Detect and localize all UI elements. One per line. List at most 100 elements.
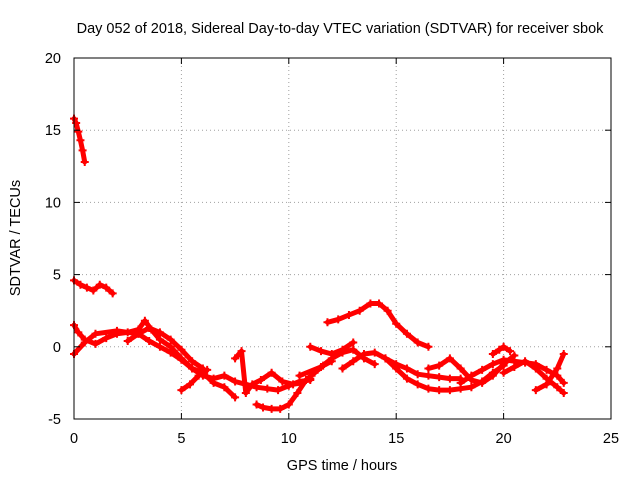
y-axis-label: SDTVAR / TECUs xyxy=(8,180,24,296)
data-point xyxy=(317,347,326,356)
series-track-7 xyxy=(231,347,315,398)
data-point xyxy=(185,380,194,389)
data-point xyxy=(355,306,364,315)
data-point xyxy=(531,364,540,373)
data-point xyxy=(177,355,186,364)
data-point xyxy=(123,337,132,346)
data-point xyxy=(306,342,315,351)
data-point xyxy=(95,280,104,289)
data-point xyxy=(220,383,229,392)
data-point xyxy=(424,364,433,373)
series-track-10 xyxy=(306,338,358,359)
x-tick-label: 20 xyxy=(496,431,512,447)
data-point xyxy=(413,370,422,379)
data-point xyxy=(231,354,240,363)
x-axis-label: GPS time / hours xyxy=(287,458,397,474)
data-point xyxy=(263,384,272,393)
data-point xyxy=(467,383,476,392)
data-point xyxy=(435,361,444,370)
data-point xyxy=(478,378,487,387)
data-point xyxy=(203,365,212,374)
data-point xyxy=(76,136,85,145)
series-trace xyxy=(178,367,210,393)
data-point xyxy=(495,345,504,354)
data-point xyxy=(424,342,433,351)
data-point xyxy=(553,364,562,373)
data-point xyxy=(445,386,454,395)
data-point xyxy=(76,280,85,289)
data-point xyxy=(334,315,343,324)
series-trace xyxy=(533,351,567,393)
y-tick-label: 20 xyxy=(45,51,61,67)
y-tick-label: 10 xyxy=(45,195,61,211)
data-point xyxy=(91,339,100,348)
data-point xyxy=(194,371,203,380)
data-point xyxy=(424,384,433,393)
data-point xyxy=(531,386,540,395)
data-point xyxy=(559,389,568,398)
series-track-12 xyxy=(323,299,433,351)
x-tick-label: 0 xyxy=(70,431,78,447)
data-point xyxy=(488,350,497,359)
data-point xyxy=(445,374,454,383)
data-point xyxy=(370,348,379,357)
data-point xyxy=(220,371,229,380)
series-trace xyxy=(232,348,313,396)
data-point xyxy=(82,283,91,292)
data-point xyxy=(381,354,390,363)
data-point xyxy=(112,326,121,335)
axis-ticks: 0 5 10 15 20 25 -5 0 5 10 15 20 xyxy=(45,51,619,447)
data-point xyxy=(267,404,276,413)
data-point xyxy=(510,363,519,372)
data-point xyxy=(108,289,117,298)
data-point xyxy=(256,376,265,385)
y-tick-label: 5 xyxy=(53,268,61,284)
data-point xyxy=(241,389,250,398)
data-point xyxy=(392,360,401,369)
data-point xyxy=(259,403,268,412)
data-point xyxy=(478,365,487,374)
series-track-16 xyxy=(499,357,568,398)
data-point xyxy=(274,386,283,395)
series-track-14 xyxy=(424,351,519,387)
data-point xyxy=(231,377,240,386)
data-point xyxy=(155,335,164,344)
data-point xyxy=(553,383,562,392)
data-point xyxy=(248,380,257,389)
data-point xyxy=(102,334,111,343)
data-point xyxy=(435,373,444,382)
data-point xyxy=(467,371,476,380)
data-point xyxy=(166,335,175,344)
data-point xyxy=(72,118,81,127)
data-point xyxy=(276,404,285,413)
data-point xyxy=(317,363,326,372)
series-track-13 xyxy=(381,354,465,383)
data-point xyxy=(456,364,465,373)
series-track-6 xyxy=(177,365,212,395)
data-point xyxy=(488,371,497,380)
data-point xyxy=(383,306,392,315)
data-point xyxy=(402,364,411,373)
data-point xyxy=(267,368,276,377)
data-point xyxy=(74,328,83,337)
data-point xyxy=(155,328,164,337)
y-tick-label: -5 xyxy=(48,412,61,428)
data-point xyxy=(231,393,240,402)
plot-frame xyxy=(73,57,612,420)
data-point xyxy=(278,377,287,386)
series-track-1 xyxy=(70,114,89,166)
data-point xyxy=(293,389,302,398)
data-point xyxy=(209,378,218,387)
data-point xyxy=(327,350,336,359)
data-point xyxy=(344,311,353,320)
x-tick-label: 10 xyxy=(281,431,297,447)
data-point xyxy=(323,318,332,327)
data-point xyxy=(145,337,154,346)
x-tick-label: 25 xyxy=(603,431,619,447)
data-point xyxy=(521,357,530,366)
data-point xyxy=(252,400,261,409)
data-point xyxy=(392,319,401,328)
data-point xyxy=(145,324,154,333)
chart-title: Day 052 of 2018, Sidereal Day-to-day VTE… xyxy=(77,21,605,37)
data-point xyxy=(134,329,143,338)
